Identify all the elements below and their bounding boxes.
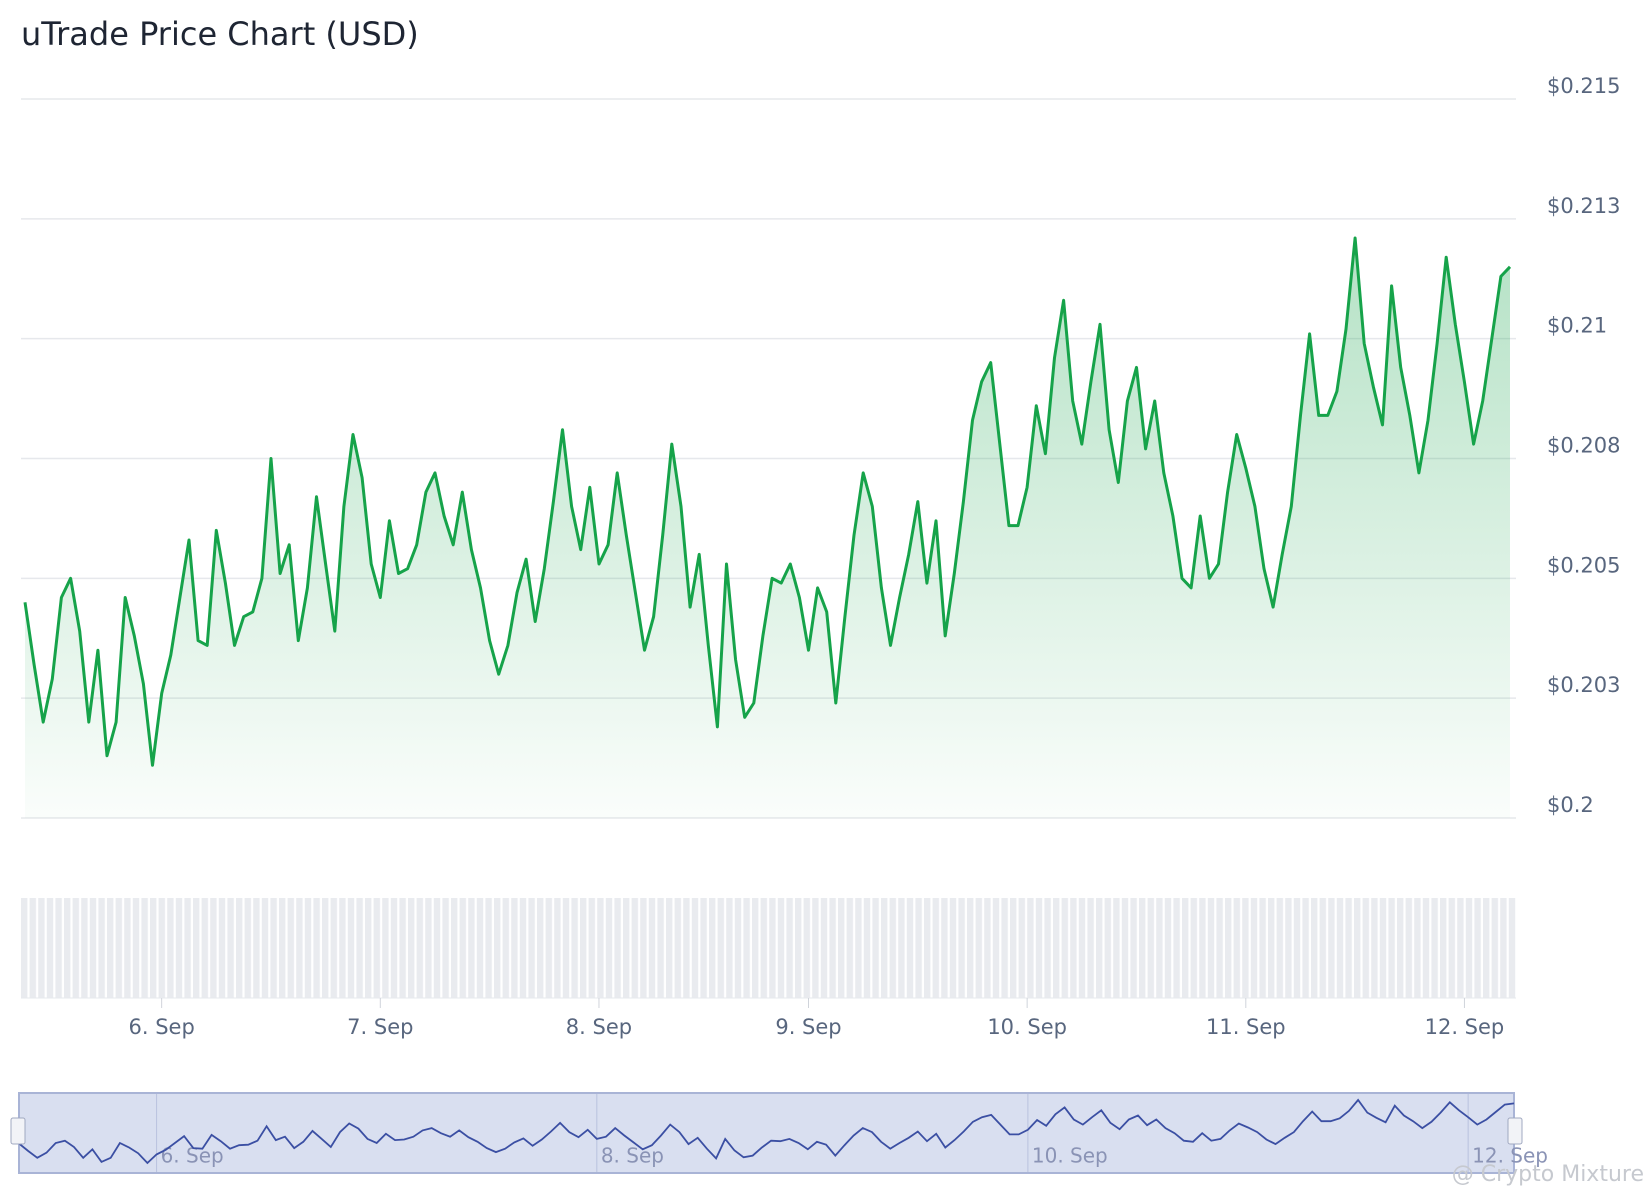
navigator-line: [18, 1098, 1515, 1165]
x-tick-label: 11. Sep: [1206, 1015, 1286, 1039]
navigator-label: 12. Sep: [1472, 1144, 1548, 1168]
price-line: [23, 236, 1512, 767]
x-tick-label: 10. Sep: [987, 1015, 1067, 1039]
y-tick-label: $0.215: [1547, 74, 1620, 98]
y-tick-label: $0.208: [1547, 434, 1620, 458]
navigator-handle-left[interactable]: [10, 1117, 26, 1145]
x-tick-label: 6. Sep: [129, 1015, 195, 1039]
navigator: [18, 1092, 1515, 1174]
navigator-label: 8. Sep: [601, 1144, 664, 1168]
x-tick-label: 9. Sep: [775, 1015, 841, 1039]
watermark: @ Crypto Mixture: [1452, 1162, 1644, 1187]
x-tick-label: 12. Sep: [1425, 1015, 1505, 1039]
x-tick-label: 7. Sep: [347, 1015, 413, 1039]
navigator-handle-right[interactable]: [1507, 1117, 1523, 1145]
x-tick-label: 8. Sep: [566, 1015, 632, 1039]
price-area: [25, 238, 1510, 818]
y-tick-label: $0.21: [1547, 314, 1607, 338]
chart-title: uTrade Price Chart (USD): [21, 15, 419, 53]
volume-band: [21, 898, 1516, 998]
y-tick-label: $0.203: [1547, 673, 1620, 697]
y-tick-label: $0.213: [1547, 194, 1620, 218]
navigator-label: 10. Sep: [1032, 1144, 1108, 1168]
y-tick-label: $0.2: [1547, 793, 1594, 817]
y-tick-label: $0.205: [1547, 553, 1620, 577]
